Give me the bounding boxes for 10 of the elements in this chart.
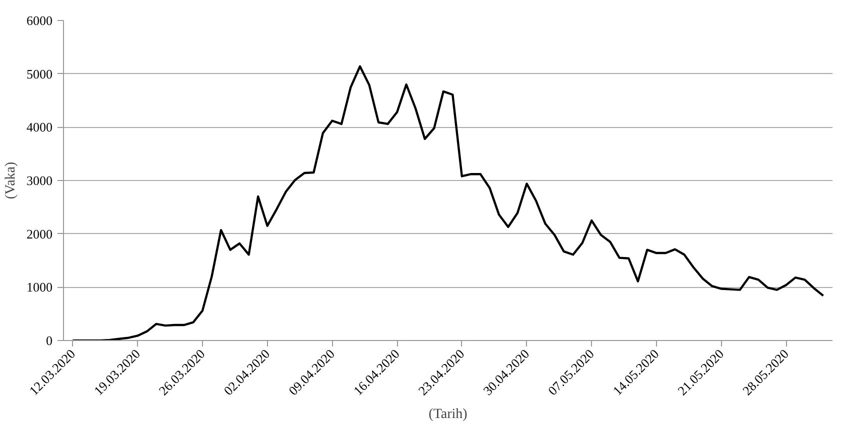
y-tick-label: 3000 xyxy=(26,173,52,188)
y-tick-label: 0 xyxy=(46,333,52,348)
y-tick-label: 2000 xyxy=(26,226,52,242)
y-tick-label: 6000 xyxy=(26,13,52,28)
y-tick-label: 5000 xyxy=(26,66,52,82)
y-axis-title: (Vaka) xyxy=(4,162,18,200)
line-series xyxy=(72,65,824,340)
x-axis-title: (Tarih) xyxy=(428,407,468,422)
y-tick-label: 1000 xyxy=(26,280,52,295)
y-tick-label: 4000 xyxy=(26,120,52,135)
